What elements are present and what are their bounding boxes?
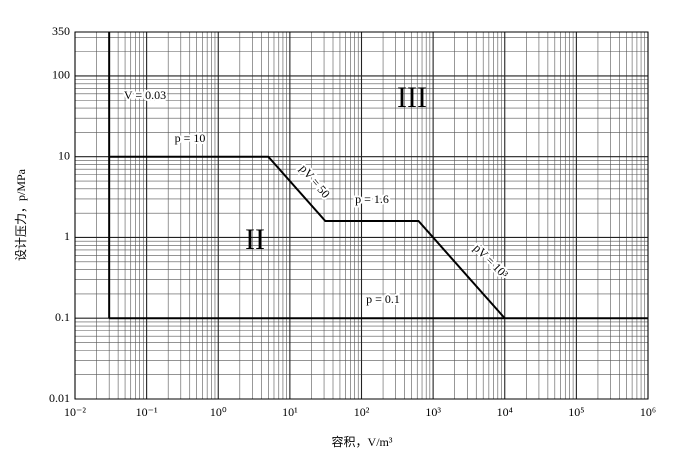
x-tick-label: 10⁻² [64,405,86,419]
x-tick-label: 10⁰ [210,405,227,419]
x-axis-label: 容积，V/m³ [332,434,393,449]
y-axis-label: 设计压力，p/MPa [14,168,28,261]
y-tick-label: 0.01 [49,391,70,405]
x-tick-label: 10² [354,405,370,419]
y-tick-label: 350 [52,24,70,38]
y-tick-label: 1 [64,229,70,243]
x-tick-label: 10¹ [282,405,298,419]
annotation: p = 1.6 [355,192,389,206]
y-tick-label: 0.1 [55,310,70,324]
y-tick-label: 100 [52,68,70,82]
annotation: V = 0.03 [124,88,166,102]
x-tick-label: 10⁶ [640,405,656,419]
annotation: III [397,81,427,114]
annotation: II [245,223,265,256]
x-tick-label: 10⁵ [568,405,584,419]
x-tick-label: 10⁻¹ [136,405,158,419]
annotation: p = 0.1 [366,292,400,306]
x-tick-label: 10³ [425,405,441,419]
x-tick-label: 10⁴ [497,405,513,419]
boundary-line [109,155,506,319]
y-tick-label: 10 [58,148,70,162]
plot-frame [74,31,649,400]
annotation: p = 10 [175,131,206,145]
